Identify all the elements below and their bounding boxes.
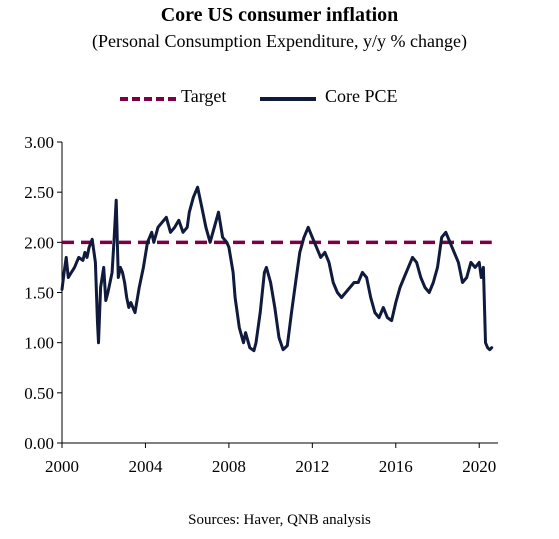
x-tick-label: 2004 [128, 457, 163, 476]
legend: Target Core PCE [0, 86, 559, 112]
x-tick-label: 2012 [295, 457, 329, 476]
x-tick-label: 2000 [45, 457, 79, 476]
series-core-pce-line [60, 185, 494, 353]
legend-swatch-target [120, 97, 176, 101]
y-tick-label: 2.00 [24, 233, 54, 252]
y-tick-label: 2.50 [24, 183, 54, 202]
legend-label-core-pce: Core PCE [325, 86, 398, 106]
y-tick-label: 0.00 [24, 434, 54, 453]
chart-title: Core US consumer inflation [160, 4, 399, 26]
y-tick-label: 1.00 [24, 334, 54, 353]
source-note: Sources: Haver, QNB analysis [188, 512, 371, 528]
x-tick-label: 2020 [462, 457, 496, 476]
y-tick-label: 3.00 [24, 133, 54, 152]
y-tick-label: 1.50 [24, 284, 54, 303]
legend-label-target: Target [181, 86, 227, 106]
x-tick-label: 2008 [212, 457, 246, 476]
x-tick-label: 2016 [379, 457, 413, 476]
legend-swatch-core-pce [260, 97, 316, 101]
chart-subtitle: (Personal Consumption Expenditure, y/y %… [92, 31, 467, 51]
y-tick-label: 0.50 [24, 384, 54, 403]
